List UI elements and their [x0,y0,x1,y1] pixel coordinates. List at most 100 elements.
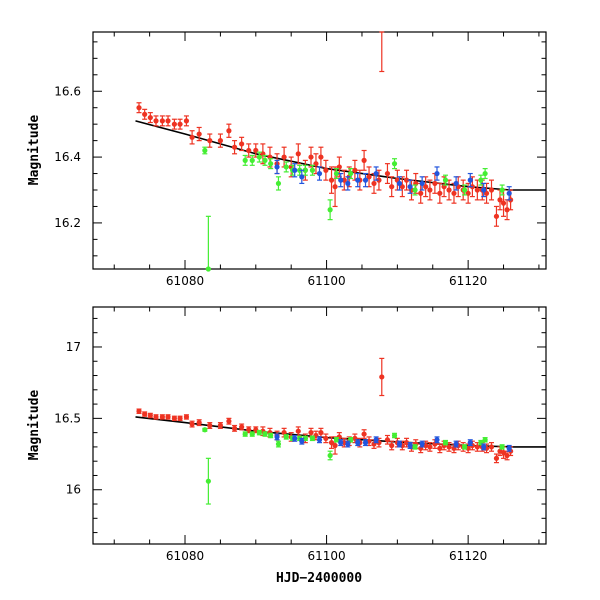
data-point [246,143,252,158]
data-marker [474,444,480,450]
data-point [482,437,488,443]
plot-area-1 [135,357,546,505]
data-point [396,176,403,191]
data-marker [419,441,425,447]
data-marker [474,187,480,193]
data-point [249,154,255,166]
x-tick-label: 61120 [449,549,487,563]
data-point [153,414,159,420]
data-marker [196,420,202,426]
data-marker [316,170,323,177]
data-point [136,102,142,114]
data-marker [506,190,512,196]
data-point [481,443,487,451]
data-point [467,439,473,447]
data-marker [262,157,268,163]
data-point [361,149,367,171]
data-marker [136,408,142,414]
data-point [309,164,316,176]
data-marker [189,134,195,140]
data-marker [467,440,473,446]
data-point [442,439,449,446]
data-point [268,432,274,439]
data-point [207,422,213,429]
y-tick-label: 16.4 [54,150,81,164]
data-point [384,163,391,185]
data-point [361,429,367,439]
data-point [474,442,480,452]
data-marker [292,167,298,173]
data-point [437,182,443,204]
x-tick-label: 61100 [307,274,345,288]
data-point [348,168,354,180]
data-point [318,427,324,438]
y-tick-label: 16.6 [54,84,81,98]
data-point [376,169,382,191]
data-point [202,146,208,155]
data-marker [338,440,344,446]
data-point [453,176,459,191]
data-point [462,184,468,196]
data-point [323,159,329,181]
data-point [142,411,148,417]
data-point [432,172,438,194]
data-marker [396,180,403,187]
data-marker [407,442,413,449]
data-marker [427,444,433,450]
data-point [196,419,202,427]
x-tick-label: 61080 [166,549,204,563]
series-green [202,146,505,272]
data-marker [323,167,329,173]
data-marker [391,432,398,439]
data-marker [488,187,495,193]
bottom-panel-frame [92,306,547,545]
data-point [403,169,410,191]
data-marker [384,170,391,177]
data-point [478,174,484,186]
data-point [159,115,165,127]
data-marker [136,105,142,111]
top-panel-ylabel: Magnitude [27,115,42,186]
y-tick-label: 17 [66,340,81,354]
data-point [345,440,351,448]
data-marker [183,414,190,420]
data-point [493,205,500,227]
data-point [338,439,344,447]
data-point [153,115,159,127]
data-point [442,174,449,186]
data-marker [366,174,372,180]
data-marker [242,431,248,437]
data-marker [207,138,213,144]
data-marker [256,430,262,436]
data-point [205,457,211,505]
data-point [427,442,433,452]
data-marker [446,187,452,193]
data-marker [453,441,459,447]
data-marker [348,170,354,177]
data-marker [275,441,282,447]
data-marker [171,415,177,421]
data-marker [361,431,367,437]
data-marker [362,440,369,446]
data-marker [231,425,238,431]
data-point [327,450,333,461]
bottom-panel-ylabel: Magnitude [27,390,42,461]
data-point [506,444,512,452]
x-tick-label: 61080 [166,274,204,288]
data-marker [292,435,298,441]
data-marker [506,445,512,451]
data-marker [345,180,351,187]
data-point [302,435,308,442]
data-point [274,159,280,175]
data-marker [493,213,500,219]
data-point [183,414,190,420]
data-point [499,444,505,450]
data-point [256,429,262,436]
data-marker [205,478,211,484]
data-marker [504,207,510,213]
data-marker [283,434,289,440]
data-point [434,166,440,181]
data-marker [295,151,301,157]
data-marker [451,190,457,196]
data-marker [323,435,329,441]
